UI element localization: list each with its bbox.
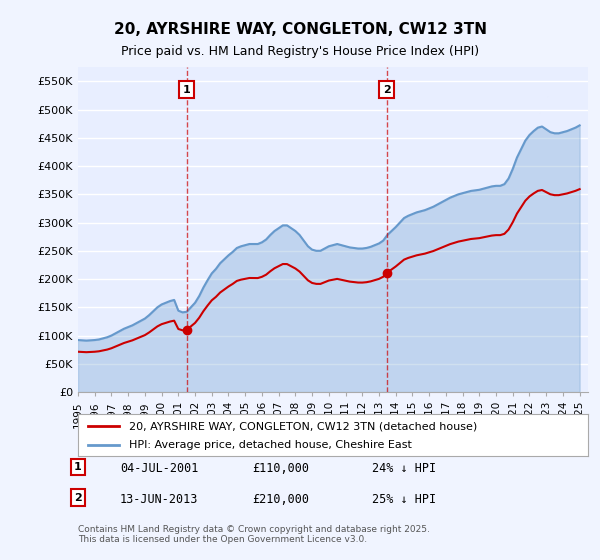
Text: Price paid vs. HM Land Registry's House Price Index (HPI): Price paid vs. HM Land Registry's House … [121, 45, 479, 58]
Text: £210,000: £210,000 [252, 493, 309, 506]
Text: HPI: Average price, detached house, Cheshire East: HPI: Average price, detached house, Ches… [129, 440, 412, 450]
Text: 20, AYRSHIRE WAY, CONGLETON, CW12 3TN: 20, AYRSHIRE WAY, CONGLETON, CW12 3TN [113, 22, 487, 38]
Text: Contains HM Land Registry data © Crown copyright and database right 2025.
This d: Contains HM Land Registry data © Crown c… [78, 525, 430, 544]
Text: 25% ↓ HPI: 25% ↓ HPI [372, 493, 436, 506]
Text: 1: 1 [183, 85, 191, 95]
Text: £110,000: £110,000 [252, 462, 309, 475]
Text: 2: 2 [74, 493, 82, 503]
Text: 24% ↓ HPI: 24% ↓ HPI [372, 462, 436, 475]
Text: 1: 1 [74, 462, 82, 472]
Text: 04-JUL-2001: 04-JUL-2001 [120, 462, 199, 475]
Text: 20, AYRSHIRE WAY, CONGLETON, CW12 3TN (detached house): 20, AYRSHIRE WAY, CONGLETON, CW12 3TN (d… [129, 421, 477, 431]
Text: 2: 2 [383, 85, 391, 95]
Text: 13-JUN-2013: 13-JUN-2013 [120, 493, 199, 506]
